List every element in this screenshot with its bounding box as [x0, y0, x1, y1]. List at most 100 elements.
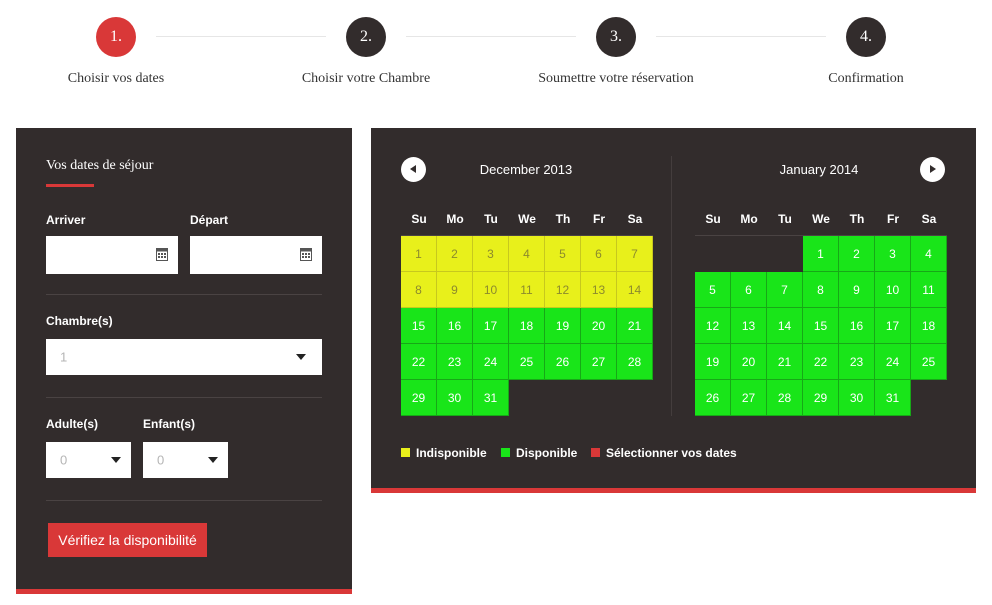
- calendar-day[interactable]: 29: [401, 380, 437, 416]
- calendar-day[interactable]: 20: [581, 308, 617, 344]
- step-4-number[interactable]: 4.: [846, 17, 886, 57]
- calendar-day[interactable]: 13: [731, 308, 767, 344]
- calendar-day[interactable]: 7: [767, 272, 803, 308]
- calendar-day[interactable]: 16: [839, 308, 875, 344]
- arrow-left-icon: [410, 165, 416, 173]
- calendar-day[interactable]: 30: [437, 380, 473, 416]
- adults-label: Adulte(s): [46, 417, 98, 431]
- calendar-day[interactable]: 27: [581, 344, 617, 380]
- calendar-day[interactable]: 30: [839, 380, 875, 416]
- calendar-day[interactable]: 18: [911, 308, 947, 344]
- month-divider: [671, 156, 672, 416]
- children-select[interactable]: 0: [143, 442, 228, 478]
- calendar-day[interactable]: 21: [617, 308, 653, 344]
- calendar-day[interactable]: 16: [437, 308, 473, 344]
- weekday-mo: Mo: [740, 212, 758, 226]
- calendar-day[interactable]: 17: [473, 308, 509, 344]
- calendar-day[interactable]: 5: [695, 272, 731, 308]
- legend-label: Indisponible: [416, 446, 487, 460]
- legend-label: Sélectionner vos dates: [606, 446, 737, 460]
- calendar-day[interactable]: 27: [731, 380, 767, 416]
- calendar-day[interactable]: 24: [473, 344, 509, 380]
- calendar-day[interactable]: 31: [875, 380, 911, 416]
- rooms-select[interactable]: 1: [46, 339, 322, 375]
- legend-item-unavailable: Indisponible: [401, 446, 487, 460]
- calendar-day[interactable]: 2: [839, 236, 875, 272]
- calendar-day: 9: [437, 272, 473, 308]
- calendar-day[interactable]: 3: [875, 236, 911, 272]
- calendar-day[interactable]: 17: [875, 308, 911, 344]
- calendar-day: 12: [545, 272, 581, 308]
- step-1-label: Choisir vos dates: [67, 71, 165, 86]
- calendar-day[interactable]: 22: [401, 344, 437, 380]
- step-3-number[interactable]: 3.: [596, 17, 636, 57]
- weekday-sa: Sa: [627, 212, 643, 226]
- calendar-day[interactable]: 26: [695, 380, 731, 416]
- calendar-day[interactable]: 26: [545, 344, 581, 380]
- check-availability-button[interactable]: Vérifiez la disponibilité: [48, 523, 207, 557]
- progress-steps: 1. 2. 3. 4. Choisir vos dates Choisir vo…: [0, 0, 992, 110]
- calendar-day[interactable]: 15: [401, 308, 437, 344]
- depart-date-input[interactable]: [190, 236, 322, 274]
- divider: [46, 294, 322, 295]
- arrive-date-input[interactable]: [46, 236, 178, 274]
- calendar-day[interactable]: 19: [545, 308, 581, 344]
- calendar-day[interactable]: 1: [803, 236, 839, 272]
- calendar-day[interactable]: 25: [509, 344, 545, 380]
- rooms-select-value: 1: [60, 349, 68, 365]
- calendar-day: 3: [473, 236, 509, 272]
- calendar-day[interactable]: 4: [911, 236, 947, 272]
- month-title: January 2014: [779, 162, 859, 177]
- calendar-day[interactable]: 20: [731, 344, 767, 380]
- calendar-day[interactable]: 25: [911, 344, 947, 380]
- calendar-day[interactable]: 12: [695, 308, 731, 344]
- weekday-su: Su: [411, 212, 427, 226]
- legend-item-select-dates: Sélectionner vos dates: [591, 446, 737, 460]
- calendar-day: 6: [581, 236, 617, 272]
- calendar-day[interactable]: 22: [803, 344, 839, 380]
- calendar-day[interactable]: 24: [875, 344, 911, 380]
- calendar-day[interactable]: 9: [839, 272, 875, 308]
- next-month-button[interactable]: [920, 157, 945, 182]
- calendar-day[interactable]: 14: [767, 308, 803, 344]
- calendar-icon[interactable]: [300, 248, 312, 261]
- step-1-number[interactable]: 1.: [96, 17, 136, 57]
- calendar-day: 2: [437, 236, 473, 272]
- step-connector: [156, 36, 326, 37]
- calendar-day[interactable]: 15: [803, 308, 839, 344]
- divider: [46, 500, 322, 501]
- title-underline: [46, 184, 94, 187]
- weekday-th: Th: [555, 212, 571, 226]
- weekday-sa: Sa: [921, 212, 937, 226]
- legend-swatch: [591, 448, 600, 457]
- calendar-day[interactable]: 28: [617, 344, 653, 380]
- calendar-day[interactable]: 23: [839, 344, 875, 380]
- calendar-day[interactable]: 11: [911, 272, 947, 308]
- calendar-day[interactable]: 18: [509, 308, 545, 344]
- calendar-day[interactable]: 6: [731, 272, 767, 308]
- arrive-label: Arriver: [46, 213, 86, 227]
- step-3-label: Soumettre votre réservation: [538, 71, 694, 86]
- calendar-day[interactable]: 10: [875, 272, 911, 308]
- calendar-icon[interactable]: [156, 248, 168, 261]
- prev-month-button[interactable]: [401, 157, 426, 182]
- legend-swatch: [501, 448, 510, 457]
- adults-select[interactable]: 0: [46, 442, 131, 478]
- calendar-day[interactable]: 29: [803, 380, 839, 416]
- calendar-day[interactable]: 28: [767, 380, 803, 416]
- calendar-day[interactable]: 31: [473, 380, 509, 416]
- calendar-day[interactable]: 8: [803, 272, 839, 308]
- availability-calendar: December 2013 January 2014 Su Mo Tu We Th Fr S…: [371, 128, 976, 493]
- calendar-day[interactable]: 23: [437, 344, 473, 380]
- chevron-down-icon: [111, 457, 121, 463]
- children-label: Enfant(s): [143, 417, 195, 431]
- weekday-mo: Mo: [446, 212, 464, 226]
- calendar-day[interactable]: 21: [767, 344, 803, 380]
- calendar-day[interactable]: 19: [695, 344, 731, 380]
- step-2-number[interactable]: 2.: [346, 17, 386, 57]
- arrow-right-icon: [930, 165, 936, 173]
- weekday-fr: Fr: [593, 212, 605, 226]
- weekday-th: Th: [849, 212, 865, 226]
- calendar-day: 5: [545, 236, 581, 272]
- chevron-down-icon: [208, 457, 218, 463]
